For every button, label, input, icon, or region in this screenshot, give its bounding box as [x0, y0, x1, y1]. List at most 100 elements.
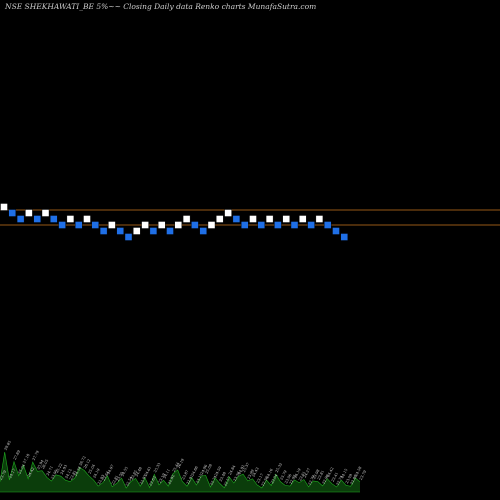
volume-label-73: 22.74	[335, 474, 344, 486]
volume-label-62: 23.06	[284, 473, 293, 485]
renko-brick-33	[265, 215, 274, 223]
volume-line	[0, 451, 361, 489]
volume-label-72: 23.41	[331, 472, 339, 483]
volume-label-29: 23.85	[130, 469, 139, 481]
renko-brick-22	[174, 221, 183, 229]
volume-label-61: 23.79	[279, 469, 288, 481]
renko-brick-19	[149, 227, 158, 235]
volume-label-10: 26.05	[41, 458, 50, 470]
volume-label-22: 22.93	[97, 473, 106, 485]
volume-label-44: 24.96	[200, 463, 209, 475]
volume-label-67: 22.79	[307, 474, 316, 486]
volume-label-63: 22.95	[289, 473, 298, 485]
volume-label-54: 23.99	[247, 468, 256, 480]
renko-brick-18	[141, 221, 149, 229]
volume-label-30: 24.48	[134, 466, 143, 478]
volume-label-52: 24.92	[237, 464, 245, 475]
volume-label-17: 24.58	[74, 465, 83, 477]
volume-label-33: 22.63	[148, 475, 157, 487]
volume-label-71: 24.42	[326, 467, 334, 478]
volume-label-19: 26.12	[83, 458, 91, 469]
volume-label-74: 24.15	[340, 467, 349, 479]
volume-label-48: 23.48	[219, 471, 228, 483]
renko-brick-2	[8, 209, 17, 217]
renko-brick-40	[324, 221, 332, 229]
volume-label-11: 24.71	[46, 465, 54, 476]
volume-label-42: 24.66	[191, 465, 200, 477]
volume-label-53: 25.37	[242, 461, 251, 473]
volume-label-57: 22.56	[261, 475, 270, 487]
renko-brick-5	[33, 215, 41, 223]
volume-fill	[0, 452, 360, 492]
volume-label-43: 23.15	[195, 472, 204, 484]
volume-label-39: 26.19	[177, 457, 186, 469]
volume-label-34: 25.33	[153, 462, 162, 474]
volume-label-50: 24.84	[228, 464, 237, 476]
volume-label-7: 24.42	[27, 467, 35, 478]
renko-brick-15	[116, 227, 124, 235]
renko-brick-11	[83, 215, 91, 223]
volume-label-76: 22.88	[349, 474, 358, 486]
volume-label-65: 23.61	[298, 471, 306, 482]
renko-brick-29	[232, 215, 241, 223]
renko-brick-13	[99, 227, 108, 235]
volume-label-36: 24.11	[162, 468, 170, 479]
renko-brick-41	[332, 227, 340, 235]
volume-label-59: 23.04	[270, 473, 279, 485]
volume-label-8: 27.79	[32, 449, 41, 461]
volume-label-13: 25.22	[55, 463, 63, 474]
volume-label-26: 23.50	[116, 471, 125, 483]
renko-brick-27	[216, 215, 224, 223]
volume-label-4: 27.89	[13, 449, 22, 461]
volume-label-9: 25.94	[36, 459, 45, 471]
volume-label-58: 24.16	[265, 467, 274, 479]
renko-brick-17	[133, 227, 141, 235]
renko-brick-12	[91, 221, 100, 229]
renko-brick-28	[224, 209, 232, 217]
volume-label-35: 23.19	[158, 472, 167, 484]
volume-label-46: 22.74	[209, 474, 218, 486]
reference-lines	[0, 209, 500, 226]
renko-brick-31	[249, 215, 257, 223]
renko-brick-25	[199, 227, 207, 235]
renko-brick-38	[307, 221, 315, 229]
volume-label-60: 25.32	[275, 462, 283, 473]
volume-label-28: 22.54	[125, 475, 134, 487]
volume-label-77: 24.58	[354, 465, 363, 477]
renko-brick-3	[16, 215, 25, 223]
volume-label-27: 24.55	[120, 466, 129, 478]
renko-brick-36	[290, 221, 299, 229]
renko-bricks	[0, 203, 348, 241]
renko-brick-26	[207, 221, 216, 229]
renko-brick-42	[340, 233, 348, 241]
volume-label-31: 22.93	[139, 474, 148, 486]
renko-brick-24	[191, 221, 199, 229]
renko-brick-37	[299, 215, 307, 223]
volume-label-32: 24.61	[144, 466, 152, 477]
volume-label-25: 22.81	[111, 475, 119, 486]
volume-label-40: 23.87	[181, 469, 190, 481]
volume-label-5: 25.04	[18, 463, 27, 475]
volume-label-12: 23.95	[50, 468, 59, 480]
volume-label-68: 23.98	[312, 468, 321, 480]
volume-label-69: 23.81	[317, 470, 325, 481]
volume-label-78: 23.79	[359, 469, 368, 481]
volume-label-6: 27.18	[22, 453, 31, 465]
volume-label-49: 22.57	[223, 475, 232, 487]
renko-brick-7	[50, 215, 58, 223]
volume-label-55: 24.43	[251, 466, 260, 478]
volume-label-75: 23.09	[345, 473, 354, 485]
volume-label-24: 24.97	[106, 463, 115, 475]
renko-brick-9	[66, 215, 75, 223]
volume-label-1: 23.79	[0, 469, 8, 481]
renko-brick-14	[108, 221, 116, 229]
volume-area	[0, 451, 361, 493]
renko-brick-39	[315, 215, 324, 223]
renko-brick-34	[274, 221, 282, 229]
renko-brick-8	[58, 221, 66, 229]
renko-brick-23	[182, 215, 191, 223]
volume-label-38: 25.44	[172, 461, 181, 473]
volume-label-51: 23.56	[233, 470, 242, 482]
